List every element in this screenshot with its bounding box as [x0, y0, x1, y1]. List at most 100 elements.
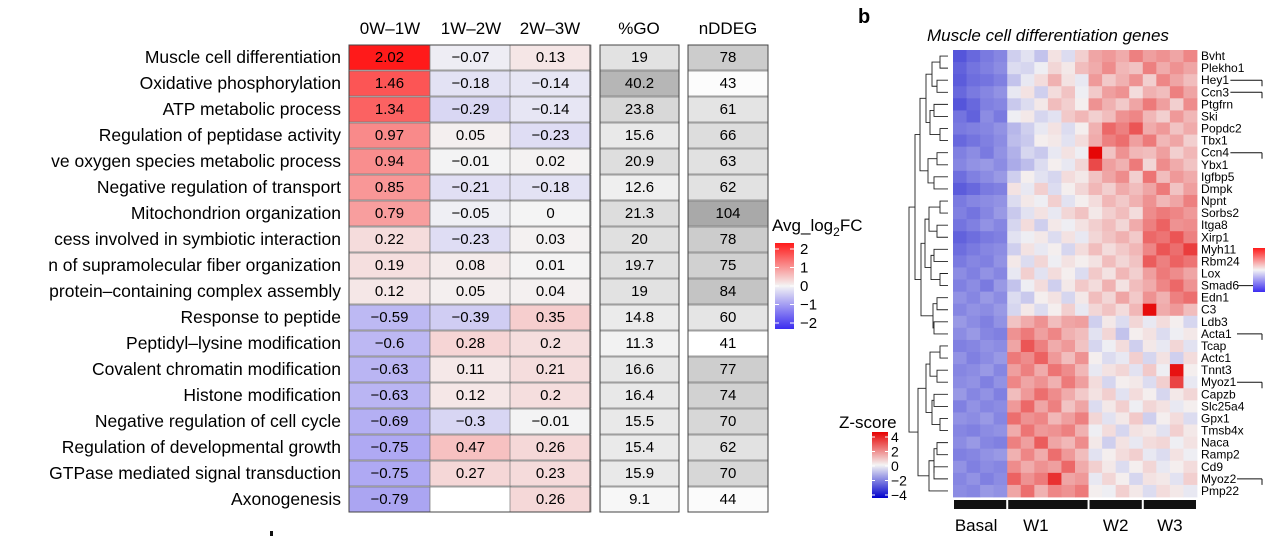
zscore-cell: [1007, 122, 1022, 135]
zscore-cell: [1142, 50, 1157, 63]
gene-label: Plekho1: [1201, 61, 1245, 75]
gene-label: C3: [1201, 303, 1217, 317]
term-label: Axonogenesis: [231, 489, 341, 509]
dendrogram-branch: [928, 206, 940, 232]
zscore-cell: [1007, 74, 1022, 87]
gene-label: Itga8: [1201, 218, 1228, 232]
zscore-cell: [1088, 400, 1103, 413]
zscore-cell: [1115, 424, 1130, 437]
zscore-cell: [1088, 315, 1103, 329]
zscore-cell: [953, 303, 967, 317]
gene-label: Myoz1: [1201, 375, 1237, 389]
zscore-cell: [1020, 146, 1035, 160]
zscore-cell: [1115, 110, 1130, 123]
dendrogram-branch: [927, 158, 937, 184]
term-label: n of supramolecular fiber organization: [48, 255, 341, 275]
zscore-cell: [1183, 158, 1198, 172]
zscore-cell: [1169, 267, 1184, 280]
zscore-cell: [993, 267, 1008, 280]
fc-value: 0.94: [375, 153, 404, 170]
zscore-cell: [1047, 182, 1062, 196]
zscore-cell: [1047, 327, 1062, 341]
gene-label: Capzb: [1201, 387, 1236, 401]
zscore-cell: [1034, 279, 1049, 293]
zscore-cell: [1156, 146, 1171, 160]
panel-b-gene-heatmap: b Muscle cell differentiation genes BvhtPl…: [858, 6, 1263, 535]
zscore-cell: [1047, 291, 1062, 305]
dendrogram-branch: [933, 248, 948, 262]
zscore-cell: [1075, 74, 1089, 87]
zscore-cell: [1075, 50, 1089, 63]
zscore-cell: [953, 62, 967, 75]
dendrogram-branch: [936, 152, 948, 166]
fc-cell: [509, 460, 592, 487]
fc-value: −0.39: [452, 309, 490, 326]
fc-cell: [348, 330, 431, 357]
zscore-cell: [1102, 231, 1117, 244]
gene-label: Ybx1: [1201, 158, 1229, 172]
gene-label: Cd9: [1201, 460, 1223, 474]
column-header: %GO: [618, 19, 660, 38]
zscore-cell: [1129, 158, 1144, 172]
zscore-cell: [980, 182, 995, 196]
fc-value: 0.04: [536, 283, 565, 300]
zscore-cell: [1088, 279, 1103, 293]
zscore-cell: [1169, 424, 1184, 437]
zscore-cell: [1047, 110, 1062, 123]
zscore-cell: [1115, 158, 1130, 172]
zscore-cell: [980, 146, 995, 160]
zscore-cell: [980, 412, 995, 425]
fc-value: 0.28: [456, 335, 485, 352]
fc-cell: [509, 96, 592, 123]
dendrogram-branch: [931, 399, 940, 425]
zscore-cell: [980, 315, 995, 329]
zscore-cell: [1007, 182, 1022, 196]
fc-value: −0.75: [371, 465, 409, 482]
fc-cell: [509, 70, 592, 97]
nddeg-cell: [687, 486, 769, 513]
zscore-cell: [1102, 388, 1117, 401]
fc-value: 0.12: [375, 283, 404, 300]
zscore-cell: [1169, 315, 1184, 329]
zscore-cell: [953, 352, 967, 365]
zscore-cell: [1156, 436, 1171, 450]
zscore-cell: [1142, 327, 1157, 341]
fc-value: −0.18: [532, 179, 570, 196]
fc-cell: [509, 252, 592, 279]
zscore-cell: [966, 158, 981, 172]
zscore-cell: [1034, 243, 1049, 256]
zscore-cell: [1156, 424, 1171, 437]
zscore-cell: [966, 110, 981, 123]
zscore-cell: [1142, 158, 1157, 172]
zscore-cell: [1142, 376, 1157, 389]
zscore-cell: [1129, 412, 1144, 425]
zscore-cell: [1142, 243, 1157, 256]
zscore-cell: [1115, 170, 1130, 184]
zscore-cell: [1007, 158, 1022, 172]
zscore-cell: [1061, 339, 1076, 353]
zscore-cell: [1075, 436, 1089, 450]
nddeg-cell: [687, 70, 769, 97]
fc-value: −0.59: [371, 309, 409, 326]
zscore-cell: [1183, 472, 1198, 486]
zscore-cell: [1007, 134, 1022, 148]
fc-cell: [429, 252, 512, 279]
colorbar-tick-label: 2: [891, 444, 899, 460]
dendrogram-branch: [929, 109, 940, 136]
zscore-cell: [1061, 303, 1076, 317]
zscore-cell: [1115, 86, 1130, 99]
zscore-cell: [953, 74, 967, 87]
fc-cell: [348, 226, 431, 253]
zscore-cell: [1075, 303, 1089, 317]
zscore-cell: [1102, 50, 1117, 63]
zscore-cell: [1088, 231, 1103, 244]
zscore-cell: [966, 243, 981, 256]
fc-cell: [348, 278, 431, 305]
zscore-cell: [1169, 207, 1184, 220]
zscore-cell: [993, 170, 1008, 184]
go-cell: [599, 174, 680, 201]
zscore-cell: [1142, 86, 1157, 99]
fc-block-border: [348, 44, 591, 513]
zscore-cell: [1047, 352, 1062, 365]
